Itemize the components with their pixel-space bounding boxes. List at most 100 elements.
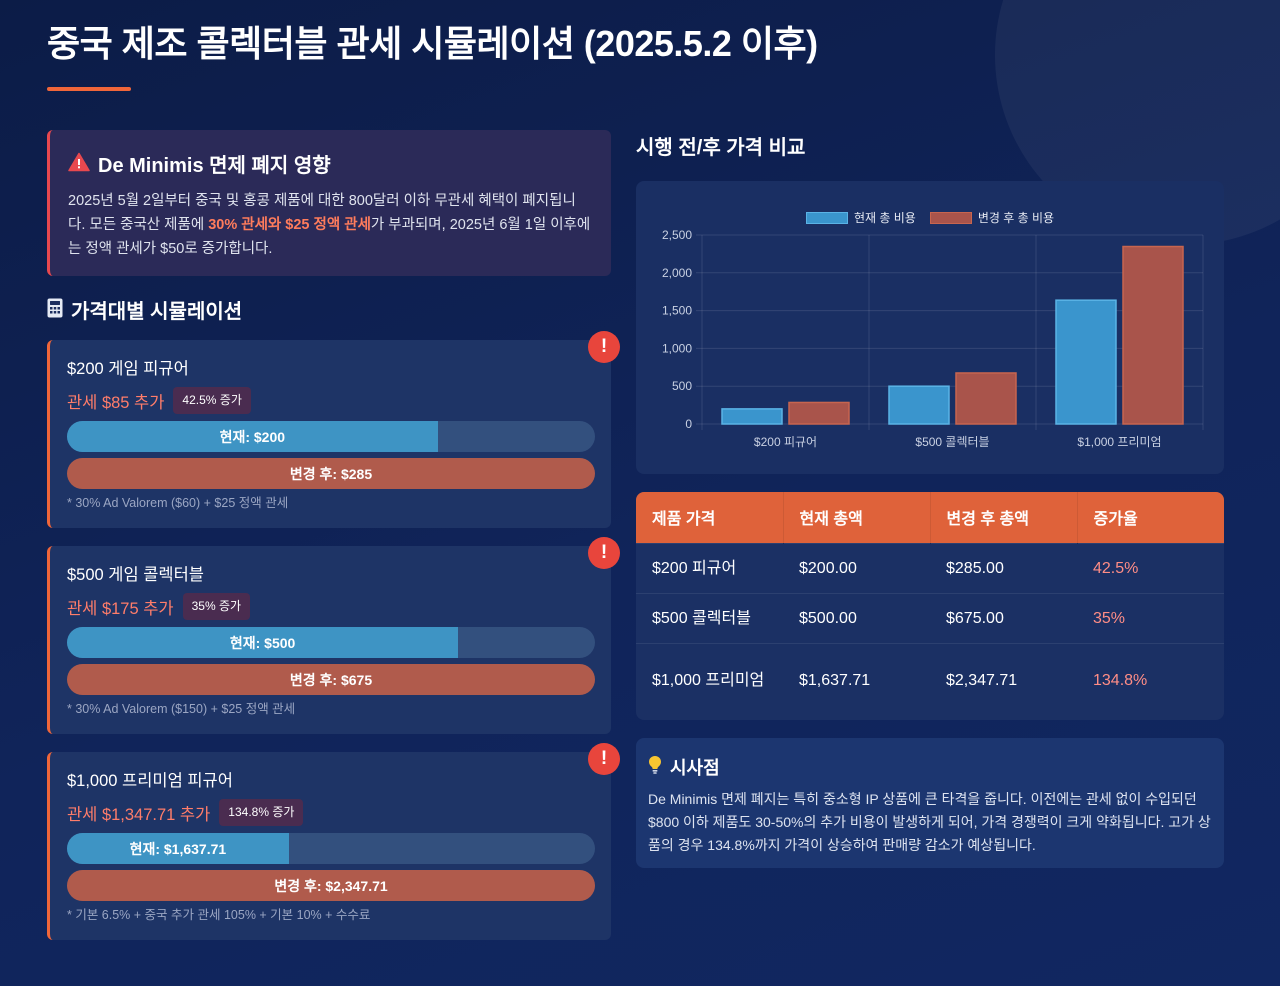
chart-legend: 현재 총 비용 변경 후 총 비용: [636, 210, 1224, 226]
tariff-amount: 관세 $85 추가: [67, 393, 165, 412]
calculation-note: * 30% Ad Valorem ($150) + $25 정액 관세: [67, 702, 296, 716]
tariff-amount: 관세 $1,347.71 추가: [67, 805, 211, 824]
tariff-amount: 관세 $175 추가: [67, 599, 174, 618]
comparison-table: 제품 가격 현재 총액 변경 후 총액 증가율 $200 피규어 $200.00…: [636, 492, 1224, 720]
y-tick-label: 0: [685, 417, 692, 431]
legend-label: 변경 후 총 비용: [977, 211, 1055, 225]
y-tick-label: 2,500: [662, 228, 692, 242]
after-price-label: 변경 후: $285: [289, 465, 373, 482]
alert-text-before: 2025년 5월 2일부터 중국 및 홍콩 제품에 대한 800달러 이하 무관…: [68, 193, 576, 233]
after-price-track: 변경 후: $675: [67, 664, 595, 695]
current-price-bar: 현재: $1,637.71: [67, 833, 289, 864]
calculation-note: * 기본 6.5% + 중국 추가 관세 105% + 기본 10% + 수수료: [67, 908, 371, 922]
bar-current-cost-1: [888, 385, 950, 425]
after-price-label: 변경 후: $2,347.71: [274, 877, 388, 894]
alert-title-row: De Minimis 면제 폐지 영향: [68, 152, 593, 179]
card-title: $1,000 프리미엄 피규어: [67, 772, 233, 790]
bar-after-cost-1: [955, 372, 1017, 425]
x-category-label: $200 피규어: [754, 435, 817, 449]
cell-after-total: $285.00: [930, 542, 1077, 593]
current-price-track: 현재: $200: [67, 421, 595, 452]
after-price-bar: 변경 후: $285: [67, 458, 595, 489]
y-tick-label: 2,000: [662, 266, 692, 280]
increase-badge: 35% 증가: [182, 593, 251, 620]
y-tick-label: 500: [672, 379, 692, 393]
cell-product: $500 콜렉터블: [636, 592, 783, 643]
table-row: $500 콜렉터블 $500.00 $675.00 35%: [636, 592, 1224, 643]
cell-current-total: $1,637.71: [783, 642, 930, 717]
table-header-row: 제품 가격 현재 총액 변경 후 총액 증가율: [636, 492, 1224, 543]
header-current-total: 현재 총액: [783, 492, 931, 543]
exclamation-icon: !: [588, 331, 620, 363]
alert-text-after: 가 부과되며, 2025년 6월 1일 이후에는 정액 관세가 $50로 증가합…: [68, 217, 591, 257]
comparison-heading: 시행 전/후 가격 비교: [636, 137, 806, 159]
alert-text: 2025년 5월 2일부터 중국 및 홍콩 제품에 대한 800달러 이하 무관…: [68, 189, 593, 261]
after-price-bar: 변경 후: $675: [67, 664, 595, 695]
tariff-row: 관세 $85 추가 42.5% 증가: [67, 387, 251, 414]
calculator-icon: [47, 298, 63, 325]
cell-after-total: $675.00: [930, 592, 1077, 643]
insight-title-row: 시사점: [648, 755, 1212, 781]
legend-swatch-current-cost: [805, 212, 848, 224]
cell-current-total: $200.00: [783, 542, 930, 593]
current-price-label: 현재: $500: [229, 634, 296, 651]
y-tick-label: 1,000: [662, 341, 692, 355]
warning-icon: [68, 152, 90, 179]
insight-box: 시사점 De Minimis 면제 폐지는 특히 중소형 IP 상품에 큰 타격…: [636, 738, 1224, 868]
x-category-label: $500 콜렉터블: [915, 435, 989, 449]
legend-label: 현재 총 비용: [853, 211, 916, 225]
y-tick-label: 1,500: [662, 304, 692, 318]
alert-highlight: 30% 관세와 $25 정액 관세: [208, 217, 371, 233]
exclamation-icon: !: [588, 743, 620, 775]
cell-product: $1,000 프리미엄: [636, 642, 783, 717]
bar-chart-canvas: 0 500 1,000 1,500 2,000 2,500 $200 피규어 $500 콜렉터…: [662, 228, 1204, 449]
bar-current-cost-0: [721, 408, 783, 425]
increase-badge: 134.8% 증가: [219, 799, 304, 826]
tariff-row: 관세 $1,347.71 추가 134.8% 증가: [67, 799, 304, 826]
simulation-heading-label: 가격대별 시뮬레이션: [71, 300, 243, 323]
tariff-row: 관세 $175 추가 35% 증가: [67, 593, 251, 620]
header-increase-rate: 증가율: [1077, 492, 1224, 543]
increase-badge: 42.5% 증가: [173, 387, 251, 414]
legend-item-current-cost[interactable]: 현재 총 비용: [805, 210, 916, 226]
table-row: $200 피규어 $200.00 $285.00 42.5%: [636, 542, 1224, 593]
cell-product: $200 피규어: [636, 542, 783, 593]
alert-title: De Minimis 면제 폐지 영향: [98, 154, 331, 177]
bar-after-cost-2: [1122, 245, 1184, 425]
cell-after-total: $2,347.71: [930, 642, 1077, 717]
legend-item-after-cost[interactable]: 변경 후 총 비용: [929, 210, 1055, 226]
current-price-label: 현재: $1,637.71: [129, 840, 227, 857]
card-title: $200 게임 피규어: [67, 360, 189, 378]
exclamation-icon: !: [588, 537, 620, 569]
current-price-bar: 현재: $500: [67, 627, 459, 658]
card-title: $500 게임 콜렉터블: [67, 566, 204, 584]
cell-current-total: $500.00: [783, 592, 930, 643]
table-row: $1,000 프리미엄 $1,637.71 $2,347.71 134.8%: [636, 642, 1224, 717]
simulation-card-200-figure: ! $200 게임 피규어 관세 $85 추가 42.5% 증가 현재: $20…: [47, 331, 620, 528]
lightbulb-icon: [648, 755, 662, 781]
simulation-card-500-collectible: ! $500 게임 콜렉터블 관세 $175 추가 35% 증가 현재: $50…: [47, 537, 620, 734]
current-price-track: 현재: $1,637.71: [67, 833, 595, 864]
bar-current-cost-2: [1055, 299, 1117, 425]
simulation-card-1000-premium: ! $1,000 프리미엄 피규어 관세 $1,347.71 추가 134.8%…: [47, 743, 620, 940]
header-product-price: 제품 가격: [636, 492, 784, 543]
cell-increase: 134.8%: [1077, 642, 1224, 717]
simulation-heading: 가격대별 시뮬레이션: [47, 298, 242, 325]
cell-increase: 35%: [1077, 592, 1224, 643]
after-price-label: 변경 후: $675: [289, 671, 373, 688]
comparison-chart: 0 500 1,000 1,500 2,000 2,500 $200 피규어 $500 콜렉터…: [636, 181, 1224, 474]
page-title: 중국 제조 콜렉터블 관세 시뮬레이션 (2025.5.2 이후): [47, 23, 818, 64]
x-category-label: $1,000 프리미엄: [1077, 435, 1161, 449]
de-minimis-alert: De Minimis 면제 폐지 영향 2025년 5월 2일부터 중국 및 홍…: [47, 130, 611, 276]
after-price-track: 변경 후: $2,347.71: [67, 870, 595, 901]
header-after-total: 변경 후 총액: [930, 492, 1078, 543]
comparison-table-grid: 제품 가격 현재 총액 변경 후 총액 증가율 $200 피규어 $200.00…: [636, 492, 1224, 717]
bar-after-cost-0: [788, 401, 850, 425]
current-price-track: 현재: $500: [67, 627, 595, 658]
insight-text: De Minimis 면제 폐지는 특히 중소형 IP 상품에 큰 타격을 줍니…: [648, 791, 1211, 853]
cell-increase: 42.5%: [1077, 542, 1224, 593]
legend-swatch-after-cost: [929, 212, 972, 224]
after-price-bar: 변경 후: $2,347.71: [67, 870, 595, 901]
current-price-label: 현재: $200: [219, 428, 286, 445]
calculation-note: * 30% Ad Valorem ($60) + $25 정액 관세: [67, 496, 289, 510]
